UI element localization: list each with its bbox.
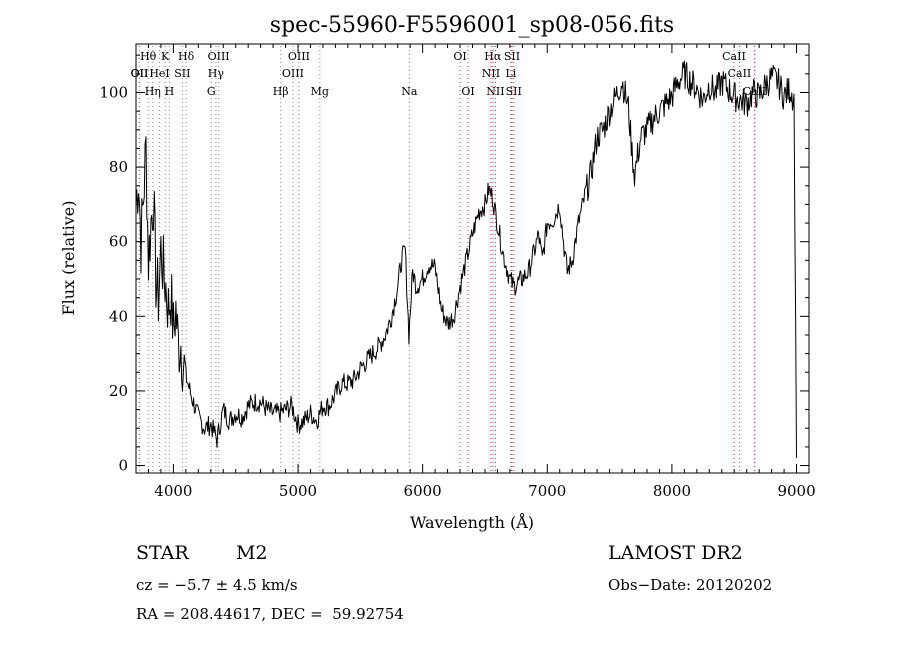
spectral-line-label: SII: [174, 67, 190, 80]
spectral-line-label: NII: [486, 85, 504, 98]
x-tick-label: 4000: [154, 482, 192, 500]
x-tick-label: 7000: [528, 482, 566, 500]
spectral-line-label: OIII: [288, 50, 310, 63]
line-markers: [138, 46, 755, 473]
y-tick-label: 60: [109, 233, 128, 251]
x-tick-label: 8000: [653, 482, 691, 500]
spectral-line-label: OIII: [208, 50, 230, 63]
x-tick-label: 5000: [279, 482, 317, 500]
y-tick-label: 80: [109, 158, 128, 176]
object-subclass: M2: [236, 542, 268, 564]
x-tick-label: 9000: [777, 482, 815, 500]
spectral-line-label: G: [207, 85, 216, 98]
spectral-line-label: NII: [482, 67, 500, 80]
axis-ticks: 4000 5000 6000 7000 8000 9000 0 20 40 60 80 100: [99, 44, 816, 500]
spectral-line-label: Mg: [311, 85, 329, 98]
spectral-line-label: H: [165, 85, 175, 98]
y-axis-label: Flux (relative): [59, 201, 78, 316]
y-tick-label: 20: [109, 382, 128, 400]
y-tick-label: 100: [99, 83, 128, 101]
spectral-line-label: SII: [506, 85, 522, 98]
survey-name: LAMOST DR2: [608, 542, 743, 564]
spectral-line-label: Hβ: [273, 85, 289, 98]
redshift-value: cz = −5.7 ± 4.5 km/s: [136, 576, 298, 594]
spectral-line-label: Hα: [484, 50, 502, 63]
spectral-line-label: OI: [453, 50, 466, 63]
coordinates: RA = 208.44617, DEC = 59.92754: [136, 605, 404, 623]
spectral-line-label: OI: [461, 85, 474, 98]
x-axis-label: Wavelength (Å): [410, 512, 534, 532]
spectral-line-label: K: [161, 50, 170, 63]
spectral-line-label: CaII: [722, 50, 746, 63]
y-tick-label: 40: [109, 307, 128, 325]
x-tick-label: 6000: [404, 482, 442, 500]
spectral-line-label: Hθ: [140, 50, 157, 63]
object-class: STAR: [136, 542, 189, 564]
spectral-line-label: Na: [401, 85, 418, 98]
spectrum-line: [135, 60, 797, 459]
spectral-line-label: OIII: [282, 67, 304, 80]
spectral-line-label: HeI: [149, 67, 169, 80]
spectral-line-label: Hγ: [208, 67, 225, 80]
plot-frame: [135, 43, 810, 474]
y-tick-label: 0: [118, 457, 128, 475]
spectral-line-label: Hη: [145, 85, 161, 98]
spectral-line-label: SII: [504, 50, 520, 63]
observation-date: Obs−Date: 20120202: [608, 576, 773, 594]
spectral-line-label: Hδ: [178, 50, 195, 63]
spectral-line-label: Li: [505, 67, 516, 80]
chart-title: spec-55960-F5596001_sp08-056.fits: [270, 13, 674, 38]
spectrum-layer: [135, 60, 797, 459]
spectral-line-label: CaII: [728, 67, 752, 80]
